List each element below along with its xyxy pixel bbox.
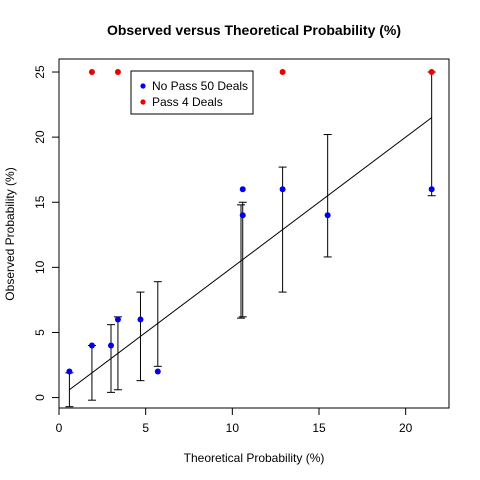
x-axis: 0 5 10 15 20 (56, 407, 413, 435)
x-tick-label: 20 (399, 421, 413, 435)
point-no-pass (154, 368, 161, 375)
data-points (66, 69, 435, 375)
reference-line (69, 117, 432, 391)
x-tick-label: 0 (56, 421, 63, 435)
point-no-pass (239, 186, 246, 193)
point-no-pass (108, 342, 114, 349)
chart-title: Observed versus Theoretical Probability … (107, 22, 401, 38)
x-tick-label: 5 (142, 421, 149, 435)
point-no-pass (114, 316, 121, 323)
legend-label-no-pass: No Pass 50 Deals (152, 79, 248, 93)
legend-marker-no-pass (140, 83, 146, 89)
legend-box (130, 70, 254, 115)
x-axis-label: Theoretical Probability (%) (184, 451, 325, 465)
y-tick-label: 20 (33, 130, 47, 144)
y-tick-label: 5 (33, 329, 47, 336)
point-no-pass (279, 186, 286, 193)
y-tick-label: 15 (33, 195, 47, 209)
point-no-pass (428, 186, 435, 193)
legend-marker-pass (140, 99, 146, 105)
point-no-pass (66, 368, 73, 375)
reference-line-group (69, 117, 432, 391)
y-tick-label: 10 (33, 260, 47, 274)
x-tick-label: 15 (312, 421, 326, 435)
point-no-pass (88, 342, 95, 349)
point-no-pass (137, 316, 144, 323)
y-axis-label: Observed Probability (%) (3, 167, 17, 300)
point-no-pass (239, 212, 246, 219)
point-pass (88, 69, 95, 76)
x-tick-label: 10 (226, 421, 240, 435)
point-pass (114, 69, 121, 76)
legend-label-pass: Pass 4 Deals (152, 95, 223, 109)
y-tick-label: 25 (33, 65, 47, 79)
point-no-pass (324, 212, 331, 219)
point-pass (279, 69, 286, 76)
legend: No Pass 50 Deals Pass 4 Deals (130, 70, 254, 115)
error-bars (65, 71, 436, 408)
y-axis: 0 5 10 15 20 25 (33, 65, 60, 401)
point-pass (428, 69, 435, 76)
y-tick-label: 0 (33, 394, 47, 401)
